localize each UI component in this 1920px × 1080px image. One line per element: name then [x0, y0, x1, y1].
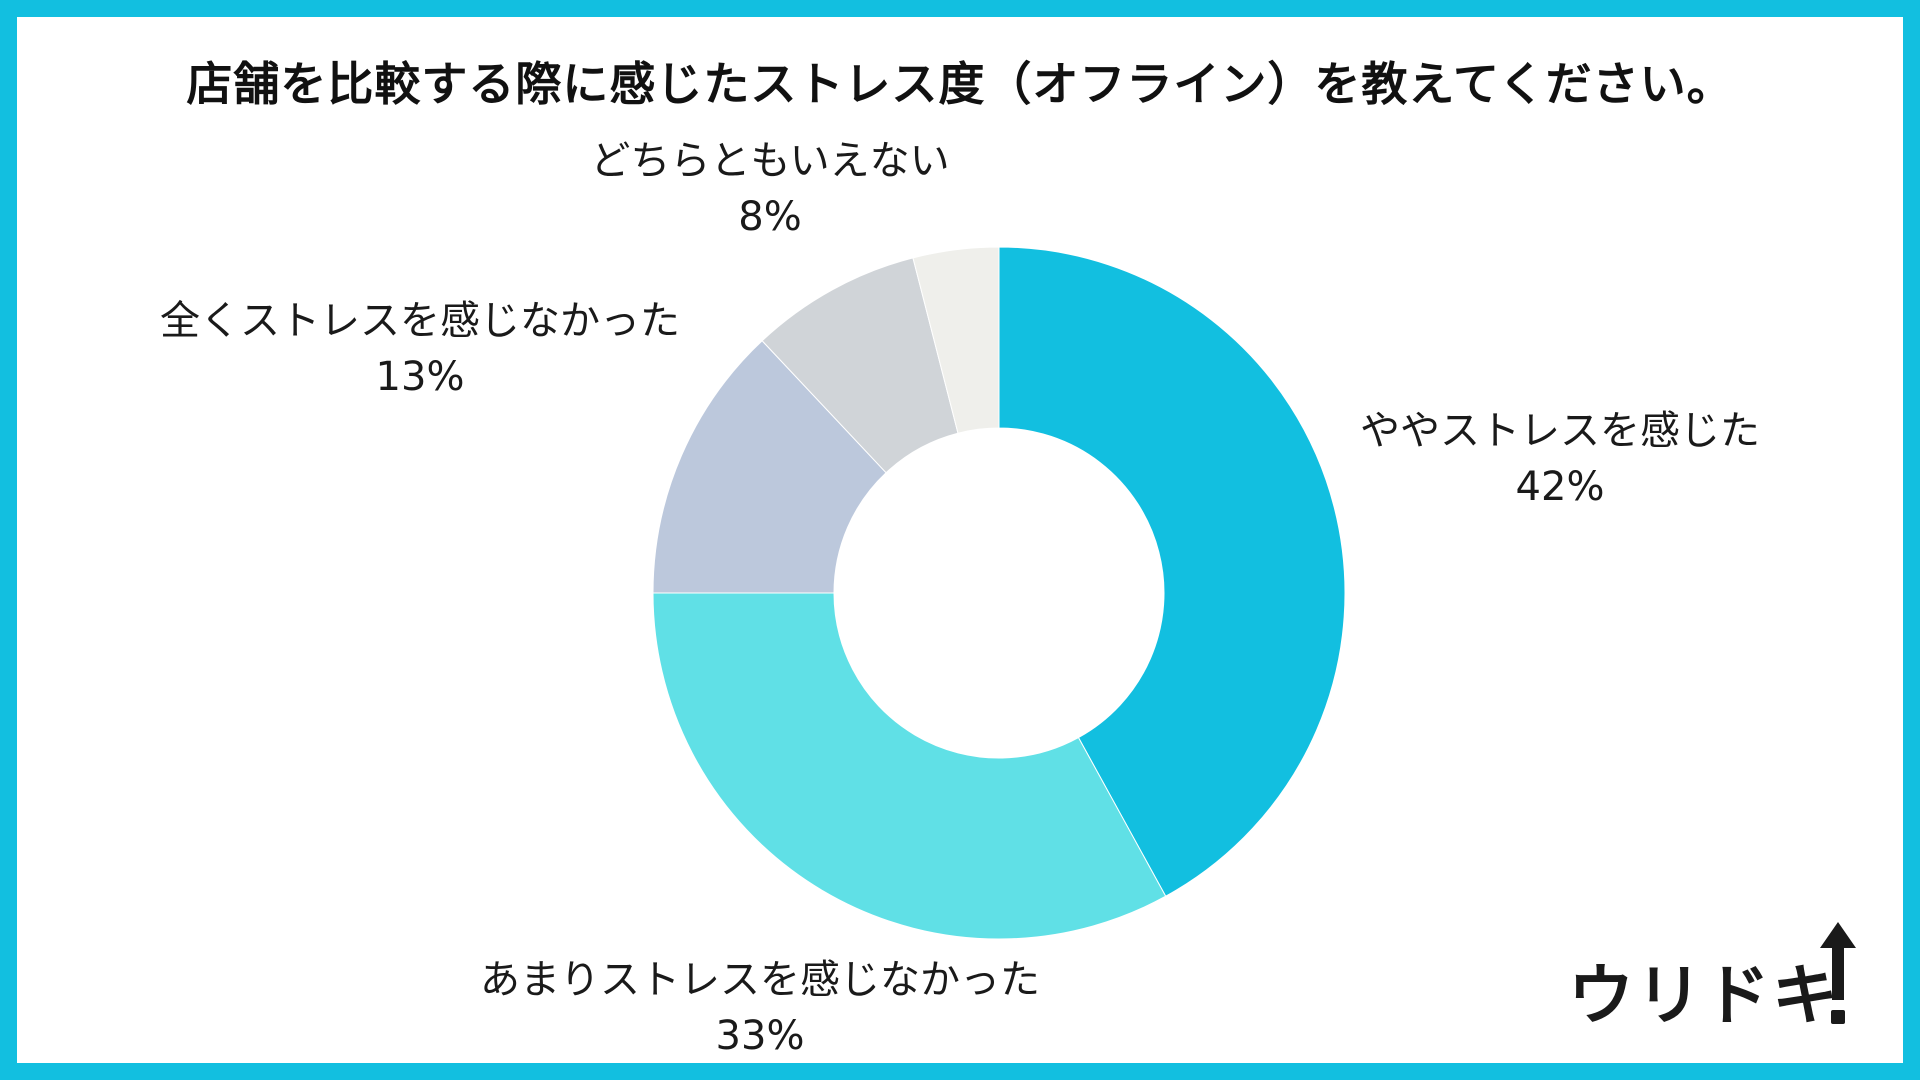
donut-slice-0 — [998, 246, 1346, 897]
slice-category-label: ややストレスを感じた — [1360, 408, 1760, 454]
donut-slice-4 — [912, 246, 1000, 434]
donut-slice-1 — [652, 592, 1167, 940]
slice-label-not-very-stressed: あまりストレスを感じなかった 33% — [440, 952, 1080, 1064]
logo-text: ウリドキ — [1568, 957, 1840, 1034]
chart-title: 店舗を比較する際に感じたストレス度（オフライン）を教えてください。 — [186, 57, 1734, 111]
slice-category-label: 全くストレスを感じなかった — [160, 298, 680, 344]
slice-label-not-at-all-stressed: 全くストレスを感じなかった 13% — [130, 293, 710, 405]
slice-value-label: 13% — [375, 354, 465, 400]
slice-label-neutral: どちらともいえない 8% — [560, 133, 980, 245]
slice-label-somewhat-stressed: ややストレスを感じた 42% — [1340, 403, 1780, 515]
slice-category-label: あまりストレスを感じなかった — [480, 957, 1040, 1003]
slice-value-label: 8% — [738, 194, 802, 240]
slice-value-label: 42% — [1515, 464, 1605, 510]
uridoki-logo: ウリドキ — [1568, 920, 1868, 1034]
donut-slice-2 — [652, 340, 887, 594]
up-arrow-icon — [1820, 922, 1856, 1024]
slice-category-label: どちらともいえない — [590, 138, 950, 184]
slice-value-label: 33% — [715, 1013, 805, 1059]
